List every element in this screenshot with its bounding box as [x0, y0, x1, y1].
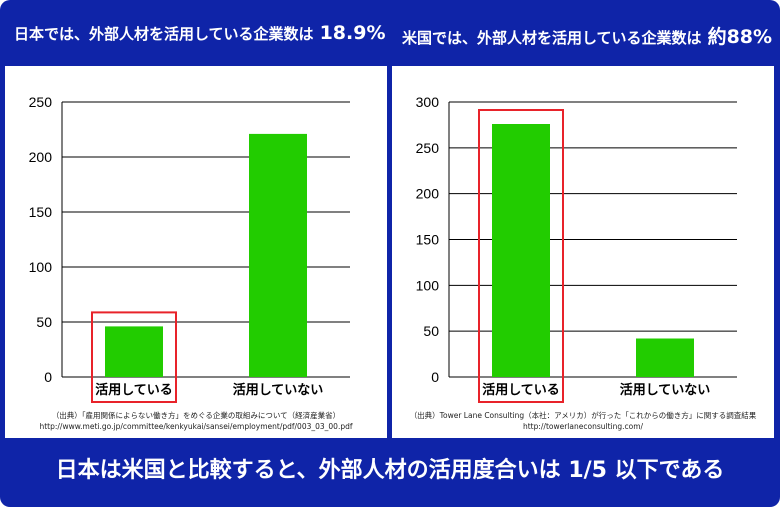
left-title-value: 18.9% [319, 22, 386, 44]
left-title-text: 日本では、外部人材を活用している企業数は [14, 25, 314, 43]
left-source-line1: （出典）「雇用関係によらない働き方」をめぐる企業の取組みについて（経済産業省） [51, 411, 341, 420]
conclusion-banner: 日本は米国と比較すると、外部人材の活用度合いは 1/5 以下である [55, 458, 725, 483]
left-source-url: http://www.meti.go.jp/committee/kenkyuka… [39, 422, 353, 431]
right-source-url: http://towerlaneconsulting.com/ [522, 422, 644, 431]
right-chart-category-label: 活用している [482, 382, 560, 398]
left-chart-y-tick-label: 0 [44, 369, 52, 385]
right-chart-highlight-box [478, 109, 564, 403]
right-chart-y-tick-label: 100 [416, 277, 440, 293]
left-chart-category-label: 活用していない [233, 382, 324, 398]
left-source-note: （出典）「雇用関係によらない働き方」をめぐる企業の取組みについて（経済産業省） … [5, 410, 387, 432]
left-bar-chart: 0 50 100 150 200 250 活用している 活用していない [29, 94, 350, 403]
right-panel-title: 米国では、外部人材を活用している企業数は 約88% [402, 22, 772, 49]
left-chart-y-tick-label: 150 [29, 204, 53, 220]
right-chart-bar [492, 124, 550, 377]
left-chart-panel: 0 50 100 150 200 250 活用している 活用していない （出典）「雇用関係によ… [5, 66, 387, 438]
right-bar-chart: 0 50 100 150 200 250 300 活用している 活用していない [416, 94, 737, 403]
left-chart-highlight-box [91, 311, 177, 403]
right-chart-y-tick-label: 150 [416, 232, 440, 248]
right-chart-y-tick-label: 300 [416, 94, 440, 110]
left-chart-category-label: 活用している [95, 382, 173, 398]
right-source-note: （出典）Tower Lane Consulting（本社：アメリカ）が行った「こ… [392, 410, 774, 432]
right-chart-y-tick-label: 0 [431, 369, 439, 385]
left-chart-bar [249, 133, 307, 377]
left-chart-y-tick-label: 100 [29, 259, 53, 275]
left-chart-y-tick-label: 250 [29, 94, 53, 110]
right-chart-y-tick-label: 200 [416, 186, 440, 202]
right-chart-bar [636, 338, 694, 377]
right-title-value: 約88% [707, 26, 773, 48]
left-chart-y-tick-label: 200 [29, 149, 53, 165]
right-source-line1: （出典）Tower Lane Consulting（本社：アメリカ）が行った「こ… [409, 411, 757, 420]
left-chart-bar [105, 326, 163, 377]
right-chart-category-label: 活用していない [620, 382, 711, 398]
left-chart-y-tick-label: 50 [36, 314, 52, 330]
right-title-text: 米国では、外部人材を活用している企業数は [402, 29, 702, 47]
right-chart-y-tick-label: 250 [416, 140, 440, 156]
right-chart-panel: 0 50 100 150 200 250 300 活用している 活用していない （出典）Towe… [392, 66, 774, 438]
right-chart-y-tick-label: 50 [423, 323, 439, 339]
left-panel-title: 日本では、外部人材を活用している企業数は 18.9% [14, 22, 385, 44]
